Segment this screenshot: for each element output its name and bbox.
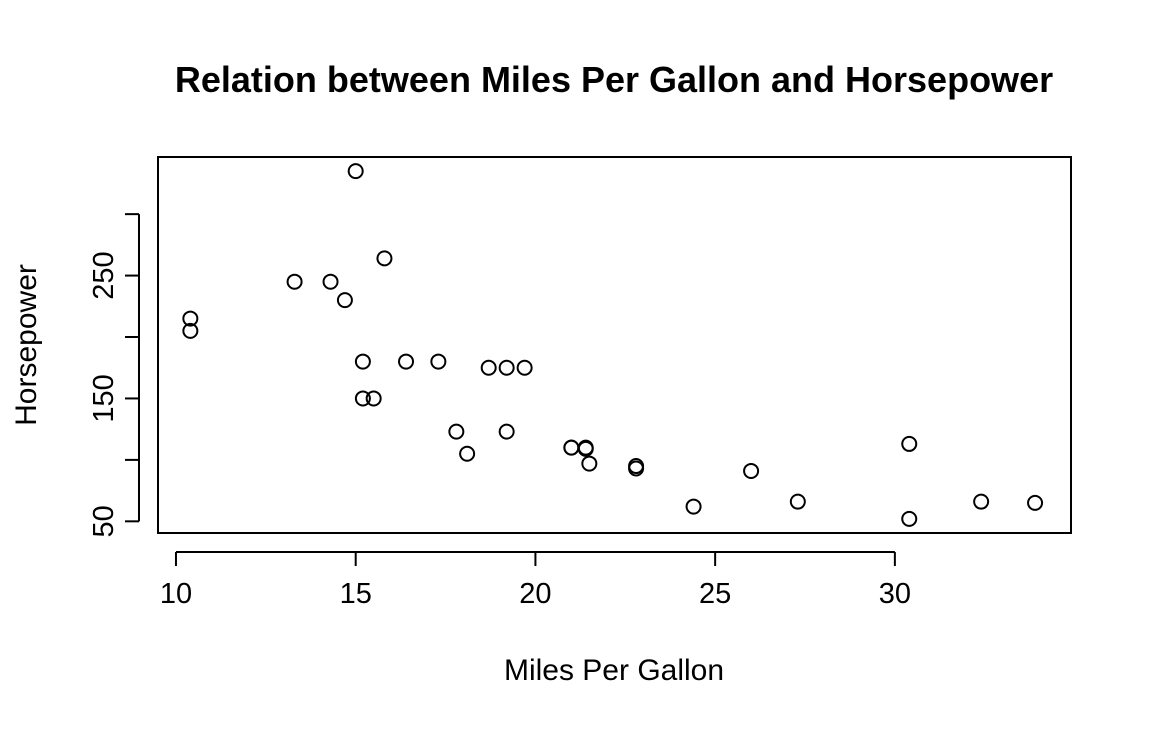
data-point [336,292,353,309]
data-point [789,493,806,510]
y-tick-label: 50 [88,505,120,537]
data-point [347,163,364,180]
x-tick-label: 10 [160,578,192,610]
data-point [459,445,476,462]
plot-frame [157,156,1072,534]
data-point [973,493,990,510]
chart-title: Relation between Miles Per Gallon and Ho… [175,59,1053,100]
data-point [563,439,580,456]
data-point [286,273,303,290]
data-point [322,273,339,290]
x-axis-label: Miles Per Gallon [504,654,724,687]
y-axis-label: Horsepower [10,264,43,426]
data-point [354,390,371,407]
data-point [448,423,465,440]
y-tick-label: 250 [88,251,120,299]
y-tick-label: 150 [88,374,120,422]
data-point [581,455,598,472]
data-point [498,423,515,440]
data-point [743,462,760,479]
data-point [628,458,645,475]
data-point [901,510,918,527]
data-point [354,353,371,370]
x-tick-label: 25 [699,578,731,610]
data-point [182,310,199,327]
data-point [685,498,702,515]
data-point [376,250,393,267]
x-tick-label: 15 [340,578,372,610]
data-point [498,359,515,376]
data-point [480,359,497,376]
x-tick-label: 20 [519,578,551,610]
data-point [182,322,199,339]
data-point [516,359,533,376]
data-point [398,353,415,370]
data-point [901,435,918,452]
data-point [365,390,382,407]
data-point [577,440,594,457]
data-point [430,353,447,370]
data-point [1027,494,1044,511]
x-axis: 10 15 20 25 30 [160,551,911,610]
data-points [182,163,1044,527]
x-tick-label: 30 [879,578,911,610]
y-axis: 50 150 250 [88,213,140,537]
